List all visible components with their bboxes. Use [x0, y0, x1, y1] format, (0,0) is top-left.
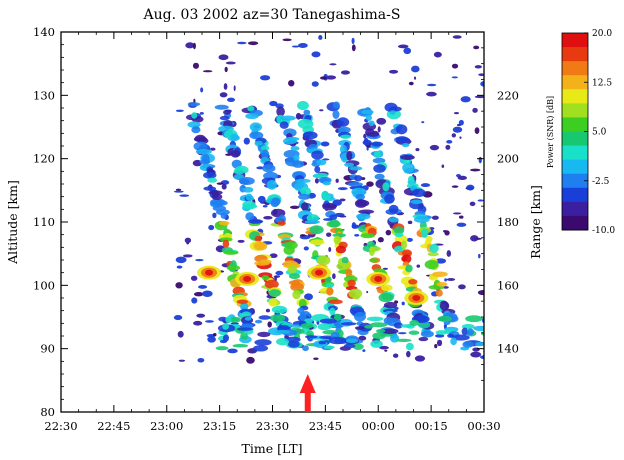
- x-tick-label: 22:45: [97, 419, 130, 433]
- colorbar-swatch: [562, 33, 588, 48]
- colorbar-tick-label: 20.0: [592, 29, 612, 39]
- x-tick-label: 00:15: [415, 419, 448, 433]
- y-tick-label: 80: [40, 405, 55, 419]
- colorbar-swatch: [562, 215, 588, 231]
- colorbar-tick-label: 12.5: [592, 78, 612, 88]
- colorbar-swatch: [562, 89, 588, 104]
- colorbar-swatch: [562, 47, 588, 62]
- y2-axis: 140 160 180 200 220: [477, 47, 519, 381]
- x-tick-label: 00:00: [362, 419, 395, 433]
- colorbar-tick-label: 5.0: [592, 128, 607, 138]
- colorbar-swatch: [562, 61, 588, 76]
- y-axis: 80 90 100 110 120 130 140: [33, 25, 68, 419]
- x-tick-label: 23:15: [203, 419, 236, 433]
- colorbar-swatch: [562, 173, 588, 189]
- y-tick-label: 110: [33, 215, 55, 229]
- y2-tick-label: 200: [497, 152, 519, 166]
- x-axis-label: Time [LT]: [242, 441, 303, 456]
- y-tick-label: 120: [33, 152, 55, 166]
- y2-axis-label: Range [km]: [528, 185, 543, 259]
- echo-region: [173, 35, 484, 364]
- y2-tick-label: 180: [497, 215, 519, 229]
- x-tick-label: 23:30: [256, 419, 289, 433]
- colorbar-tick-label: -10.0: [592, 226, 615, 236]
- y2-tick-label: 220: [497, 88, 519, 102]
- y-tick-label: 140: [33, 25, 55, 39]
- y-tick-label: 100: [33, 278, 55, 292]
- time-marker-arrow: [299, 374, 316, 412]
- colorbar-swatch: [562, 159, 588, 175]
- colorbar-swatch: [562, 145, 588, 161]
- colorbar-swatch: [562, 131, 588, 147]
- x-axis: 22:30 22:45 23:00 23:15 23:30 23:45 00:00 00:15…: [44, 32, 501, 433]
- y2-tick-label: 140: [497, 342, 519, 356]
- colorbar-swatch: [562, 103, 588, 118]
- colorbar-swatch: [562, 201, 588, 217]
- x-tick-label: 22:30: [44, 419, 77, 433]
- colorbar-swatch: [562, 117, 588, 132]
- colorbar-label: Power (SNR) [dB]: [546, 96, 555, 168]
- y-tick-label: 90: [40, 342, 55, 356]
- y-tick-label: 130: [33, 88, 55, 102]
- y2-tick-label: 160: [497, 278, 519, 292]
- colorbar-swatch: [562, 187, 588, 203]
- x-tick-label: 00:30: [467, 419, 500, 433]
- colorbar: 20.0 12.5 5.0 -2.5 -10.0: [561, 29, 615, 236]
- chart-title: Aug. 03 2002 az=30 Tanegashima-S: [143, 7, 401, 23]
- colorbar-swatch: [562, 75, 588, 90]
- x-tick-label: 23:45: [309, 419, 342, 433]
- y-axis-label: Altitude [km]: [5, 180, 20, 265]
- colorbar-tick-label: -2.5: [592, 177, 610, 187]
- x-tick-label: 23:00: [150, 419, 183, 433]
